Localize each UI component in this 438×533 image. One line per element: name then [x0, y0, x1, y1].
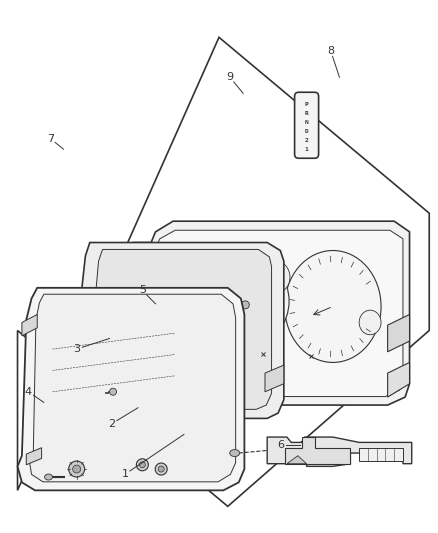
Text: 7: 7 — [47, 134, 54, 143]
Text: 1: 1 — [121, 470, 128, 479]
Polygon shape — [149, 417, 162, 426]
Polygon shape — [134, 221, 410, 405]
Text: 4: 4 — [25, 387, 32, 397]
Text: 3: 3 — [73, 344, 80, 354]
Ellipse shape — [196, 259, 224, 290]
Text: P: P — [305, 102, 308, 107]
Text: N: N — [305, 120, 308, 125]
Circle shape — [73, 465, 81, 473]
Polygon shape — [92, 249, 272, 409]
Text: 1: 1 — [305, 147, 308, 152]
FancyBboxPatch shape — [295, 92, 318, 158]
Circle shape — [241, 301, 249, 309]
Polygon shape — [388, 362, 410, 397]
Polygon shape — [22, 314, 37, 336]
Polygon shape — [77, 296, 92, 317]
Polygon shape — [141, 230, 403, 397]
Text: 5: 5 — [139, 286, 146, 295]
Circle shape — [69, 461, 85, 477]
Polygon shape — [267, 437, 412, 466]
Circle shape — [121, 313, 129, 321]
Circle shape — [155, 463, 167, 475]
Ellipse shape — [359, 310, 381, 335]
Text: R: R — [305, 111, 308, 116]
Polygon shape — [287, 456, 307, 464]
Ellipse shape — [230, 449, 240, 457]
Circle shape — [139, 462, 145, 468]
Ellipse shape — [262, 261, 290, 293]
Polygon shape — [359, 448, 403, 461]
Polygon shape — [388, 314, 410, 352]
Text: 9: 9 — [226, 72, 233, 82]
Circle shape — [110, 388, 117, 395]
Ellipse shape — [215, 259, 289, 344]
Polygon shape — [285, 437, 350, 464]
Text: 6: 6 — [277, 440, 284, 450]
Ellipse shape — [45, 474, 53, 480]
Ellipse shape — [285, 251, 381, 362]
Text: 2: 2 — [108, 419, 115, 429]
Polygon shape — [77, 243, 284, 418]
Polygon shape — [26, 448, 42, 465]
Polygon shape — [134, 272, 151, 301]
Polygon shape — [18, 288, 244, 490]
Circle shape — [136, 459, 148, 471]
Text: D: D — [305, 129, 308, 134]
Polygon shape — [30, 294, 236, 482]
Polygon shape — [265, 365, 284, 392]
Polygon shape — [18, 37, 429, 506]
Text: 2: 2 — [305, 138, 308, 143]
Text: 8: 8 — [327, 46, 334, 55]
Circle shape — [180, 306, 188, 314]
Circle shape — [158, 466, 164, 472]
